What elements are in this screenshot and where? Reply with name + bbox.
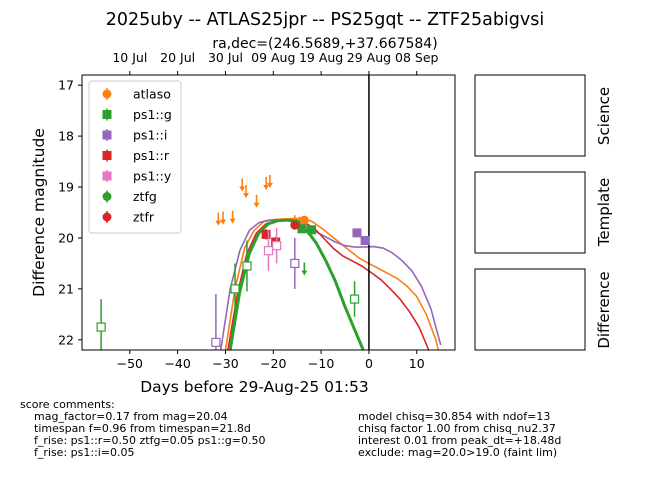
- comment-line: f_rise: ps1::i=0.05: [34, 446, 135, 459]
- open-point-ps1--y: [272, 241, 282, 251]
- top-date-label: 10 Jul: [112, 50, 147, 65]
- open-point-ps1--i: [290, 258, 300, 269]
- upper-limit-arrow-atlaso: [266, 182, 273, 188]
- y-tick-label: 17: [58, 78, 74, 93]
- legend-marker-atlaso: [102, 89, 112, 99]
- x-axis-label: Days before 29-Aug-25 01:53: [140, 378, 369, 396]
- x-tick-label: −50: [117, 356, 143, 371]
- y-tick-label: 18: [58, 129, 74, 144]
- data-point-ps1--g: [307, 225, 317, 235]
- top-date-label: 29 Aug: [347, 50, 391, 65]
- upper-limit-arrow-atlaso: [229, 218, 236, 224]
- x-tick-label: −20: [260, 356, 286, 371]
- science-stamp: [474, 74, 586, 157]
- legend-entry-ps1--y: ps1::y: [133, 169, 172, 184]
- difference-label: Difference: [595, 271, 613, 348]
- plot-inner: [96, 75, 442, 350]
- comment-header: score comments:: [20, 398, 115, 411]
- figure-title: 2025uby -- ATLAS25jpr -- PS25gqt -- ZTF2…: [106, 10, 544, 30]
- model-curve-ps1--i: [219, 219, 442, 350]
- upper-limit-arrow-atlaso: [239, 186, 246, 192]
- top-date-label: 08 Sep: [395, 50, 439, 65]
- upper-limit-arrow-atlaso: [215, 220, 222, 226]
- open-point-ps1--i: [211, 337, 221, 347]
- data-point-ps1--r: [261, 229, 271, 239]
- upper-limit-arrow-atlaso: [243, 193, 250, 199]
- axes-frame: [81, 74, 456, 351]
- open-point-ps1--g: [242, 261, 252, 271]
- legend-marker-ps1--y: [102, 171, 112, 181]
- comment-line: mag_factor=0.17 from mag=20.04: [34, 410, 228, 423]
- science-panel: Science: [474, 74, 613, 157]
- open-point-ps1--g: [349, 294, 360, 304]
- difference-panel: Difference: [474, 268, 613, 351]
- comment-line: timespan f=0.96 from timespan=21.8d: [34, 422, 251, 435]
- data-point-ps1--i: [352, 228, 362, 238]
- x-tick-label: −10: [308, 356, 334, 371]
- x-tick-label: −40: [164, 356, 190, 371]
- legend-entry-ps1--i: ps1::i: [133, 128, 167, 143]
- legend-marker-ps1--r: [102, 151, 112, 160]
- x-tick-label: 10: [409, 356, 425, 371]
- x-tick-label: 0: [365, 356, 373, 371]
- upper-limit-arrow-atlaso: [253, 202, 260, 208]
- model-curve-ps1--r: [227, 219, 430, 350]
- comment-line: chisq factor 1.00 from chisq_nu2.37: [358, 422, 556, 435]
- comment-line: model chisq=30.854 with ndof=13: [358, 410, 551, 423]
- legend-entry-ps1--r: ps1::r: [133, 148, 170, 163]
- comment-line: exclude: mag=20.0>19.0 (faint lim): [358, 446, 558, 459]
- upper-limit-arrow-atlaso: [220, 219, 227, 225]
- legend-box: [88, 80, 182, 234]
- upper-limit-arrow-ztfg: [301, 270, 308, 276]
- figure-subtitle: ra,dec=(246.5689,+37.667584): [212, 36, 437, 52]
- top-date-label: 19 Aug: [299, 50, 343, 65]
- y-tick-label: 20: [58, 230, 74, 245]
- legend-marker-ztfg: [102, 192, 112, 201]
- upper-limit-arrow-atlaso: [263, 184, 270, 190]
- top-date-label: 20 Jul: [160, 50, 195, 65]
- legend-marker-ztfr: [102, 212, 112, 222]
- x-tick-label: −30: [212, 356, 238, 371]
- top-date-label: 09 Aug: [251, 50, 295, 65]
- model-curve-ztfg: [228, 218, 365, 350]
- legend-entry-ztfr: ztfr: [133, 210, 155, 225]
- open-point-ps1--g: [96, 322, 106, 332]
- y-axis-label: Difference magnitude: [30, 128, 48, 297]
- data-point-ps1--i: [360, 236, 370, 246]
- data-point-ps1--g: [297, 224, 307, 234]
- y-tick-label: 19: [58, 180, 74, 195]
- science-label: Science: [595, 87, 613, 145]
- difference-stamp: [474, 268, 586, 351]
- comment-line: interest 0.01 from peak_dt=+18.48d: [358, 434, 562, 447]
- data-point-atlaso: [299, 215, 309, 225]
- open-point-ps1--y: [263, 246, 274, 256]
- legend-marker-ps1--i: [102, 130, 112, 140]
- legend-marker-ps1--g: [102, 110, 112, 119]
- comment-line: f_rise: ps1::r=0.50 ztfg=0.05 ps1::g=0.5…: [34, 434, 266, 447]
- template-panel: Template: [474, 171, 613, 254]
- plot-area: −50 −40 −30 −20 −10 0 10 17 18 19 20 21 22 10 Jul 20 J…: [30, 50, 456, 396]
- y-tick-label: 22: [58, 332, 74, 347]
- legend-entry-ztfg: ztfg: [133, 189, 157, 204]
- top-date-label: 30 Jul: [208, 50, 243, 65]
- template-label: Template: [595, 178, 613, 247]
- legend-entry-atlaso: atlaso: [133, 87, 171, 102]
- model-curve-atlaso: [224, 217, 440, 350]
- legend-entry-ps1--g: ps1::g: [133, 107, 172, 122]
- data-point-ztfr: [290, 220, 300, 230]
- template-stamp: [474, 171, 586, 254]
- y-tick-label: 21: [58, 281, 74, 296]
- open-point-ps1--g: [230, 284, 240, 294]
